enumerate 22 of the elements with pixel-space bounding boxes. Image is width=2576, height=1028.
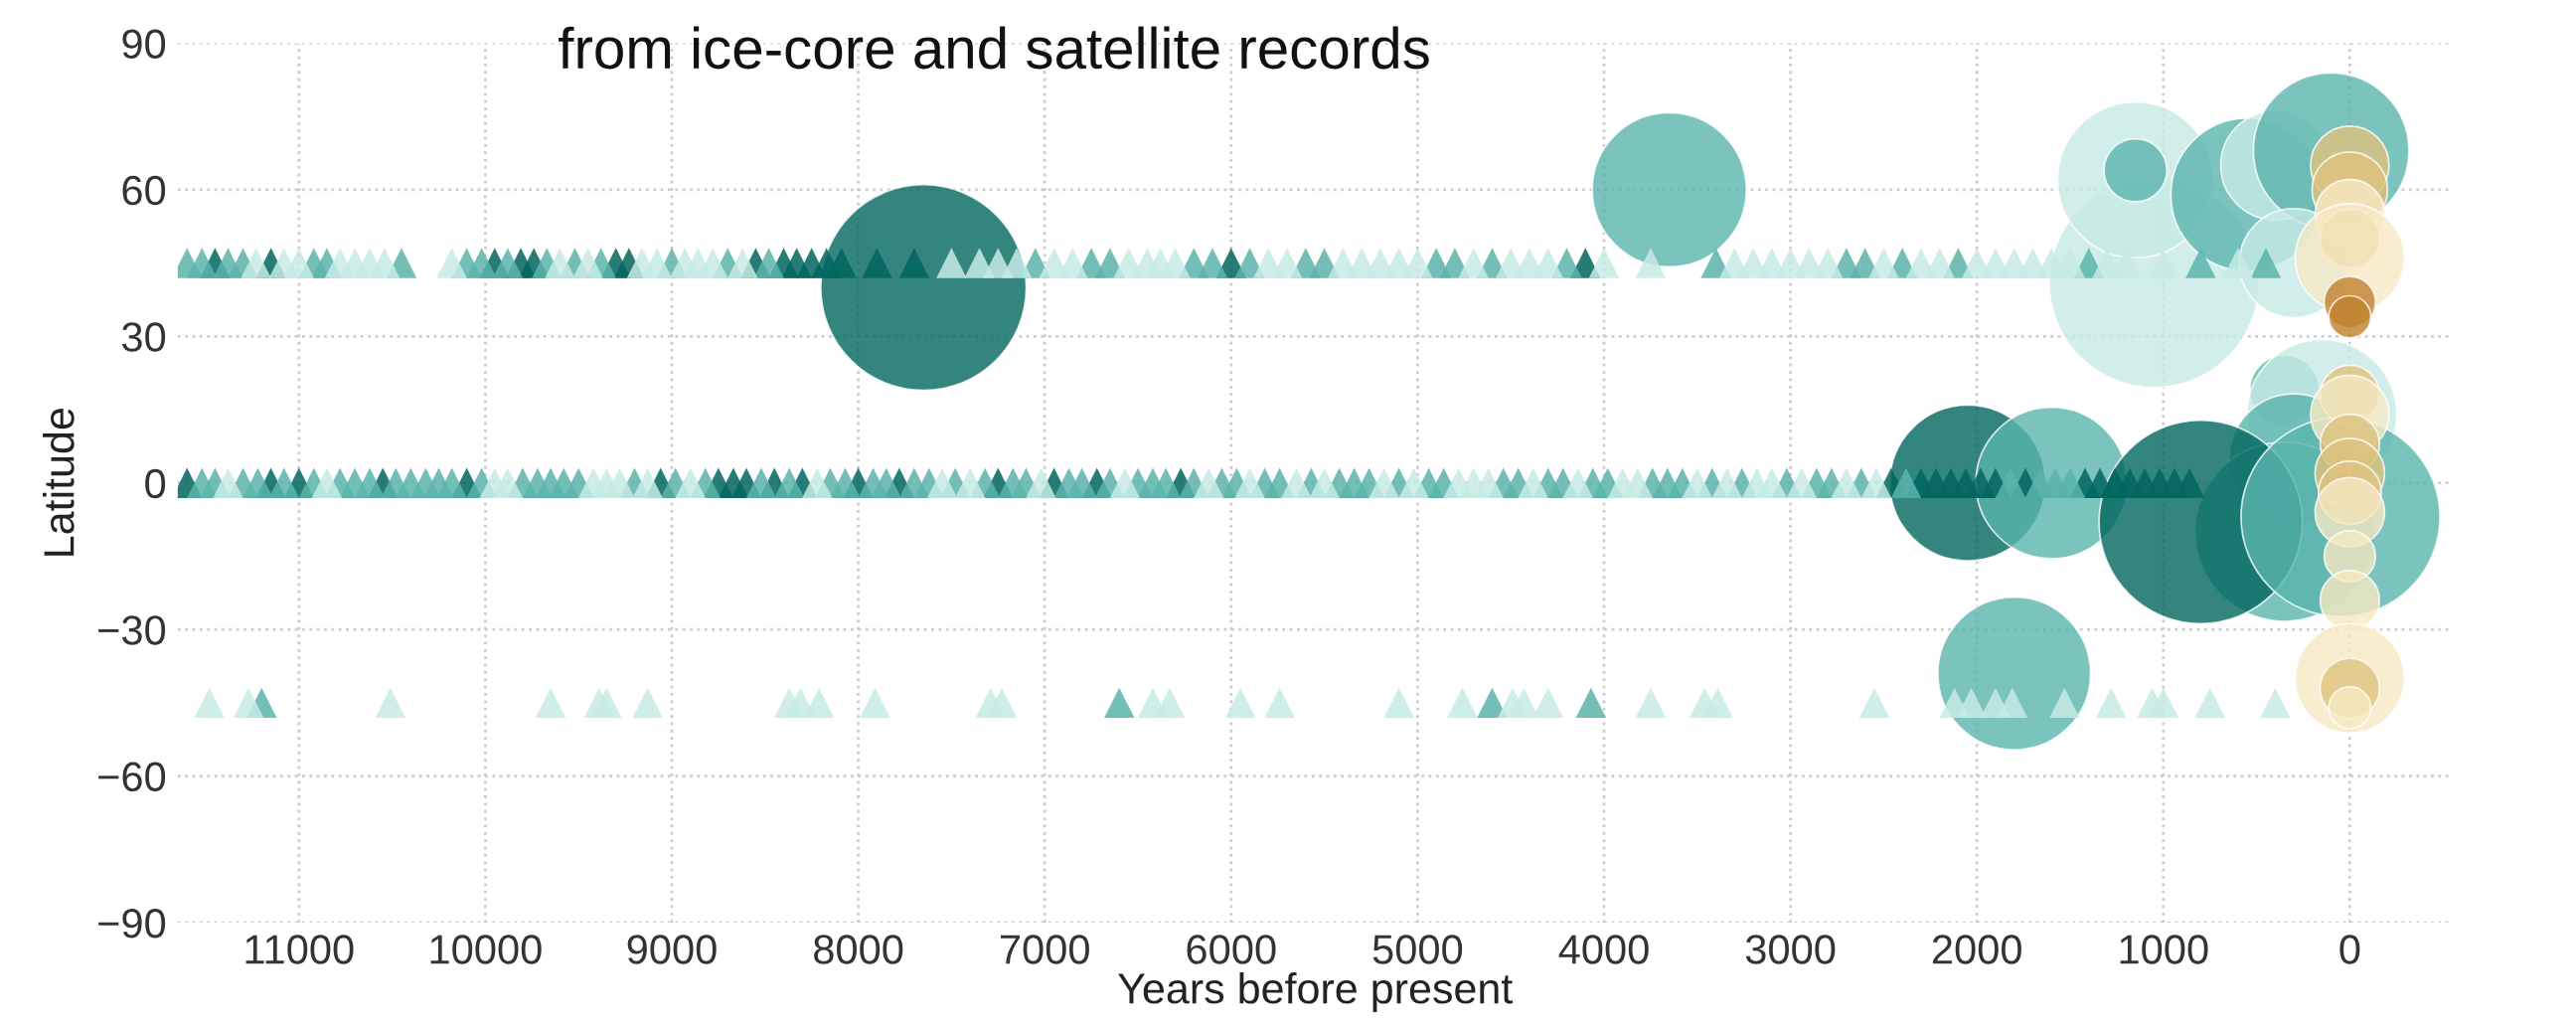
y-tick-label: 60 bbox=[122, 175, 166, 206]
x-tick-label: 2000 bbox=[1932, 935, 2021, 964]
x-tick-label: 9000 bbox=[627, 935, 717, 964]
x-tick-label: 6000 bbox=[1187, 935, 1276, 964]
x-axis-title: Years before present bbox=[1118, 971, 1513, 1013]
y-tick-label: −60 bbox=[98, 762, 166, 792]
x-tick-label: 4000 bbox=[1558, 935, 1649, 964]
y-tick-label: −90 bbox=[98, 909, 166, 939]
y-tick-label: 30 bbox=[121, 322, 166, 352]
x-tick-label: 7000 bbox=[1000, 935, 1089, 964]
x-tick-label: 0 bbox=[2339, 935, 2360, 964]
x-tick-label: 1000 bbox=[2120, 935, 2208, 964]
y-tick-label: −30 bbox=[98, 615, 166, 645]
x-tick-label: 10000 bbox=[430, 935, 542, 964]
chart-subtitle: from ice-core and satellite records bbox=[559, 26, 1429, 70]
y-tick-label: 90 bbox=[122, 29, 166, 59]
x-tick-label: 5000 bbox=[1372, 935, 1463, 964]
x-tick-label: 8000 bbox=[814, 935, 903, 964]
y-axis-title: Latitude bbox=[43, 409, 75, 556]
x-tick-label: 3000 bbox=[1745, 935, 1836, 964]
x-tick-label: 11000 bbox=[245, 935, 354, 964]
y-tick-label: 0 bbox=[145, 468, 166, 499]
